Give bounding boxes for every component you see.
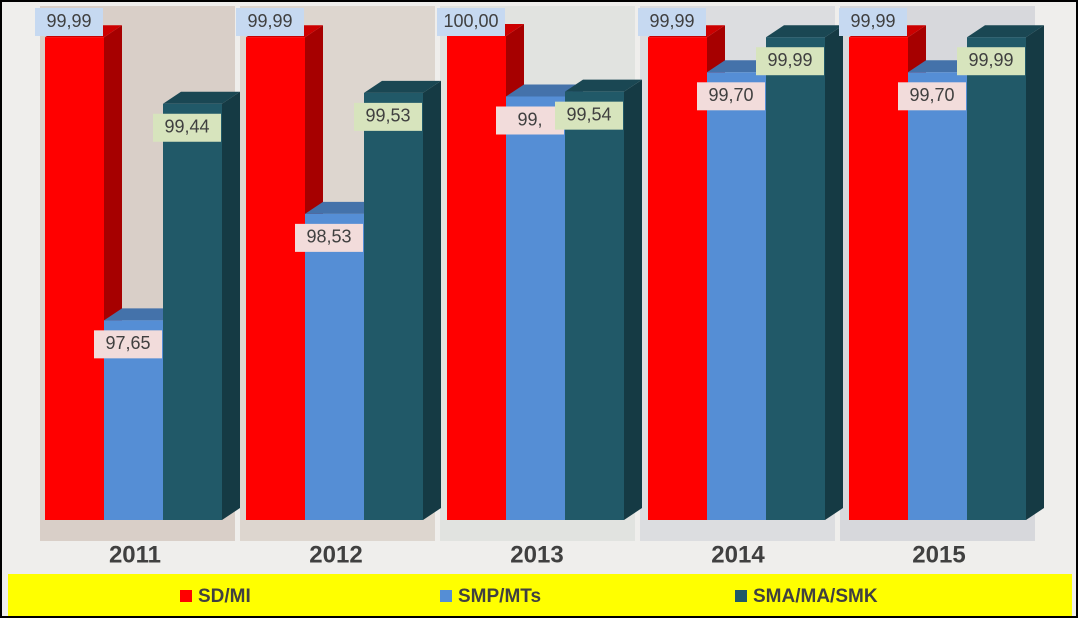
value-label-box: [756, 47, 824, 76]
x-tick-label: 2012: [309, 541, 362, 568]
x-tick-label: 2014: [711, 541, 765, 568]
value-label: 99,54: [566, 104, 611, 124]
value-label-box: [94, 330, 162, 359]
value-label: 99,70: [708, 85, 753, 105]
bar-top: [766, 25, 843, 38]
bar-top: [506, 84, 583, 97]
value-label-box: [555, 101, 623, 130]
bar-top: [163, 91, 240, 104]
value-label-box: [957, 47, 1025, 76]
bar: [506, 96, 565, 520]
bar-side: [222, 91, 240, 520]
bar: [45, 37, 104, 521]
value-label-box: [35, 8, 103, 36]
bar-side: [825, 25, 843, 521]
legend-label: SMP/MTs: [458, 586, 541, 607]
value-label: 100,00: [443, 11, 498, 31]
value-label: 99,53: [365, 106, 410, 126]
value-label: 99,99: [247, 11, 292, 31]
value-label-box: [898, 82, 966, 111]
bar-top: [305, 201, 382, 214]
bar-side: [423, 80, 441, 521]
value-label: 99,99: [649, 11, 694, 31]
bar: [908, 72, 967, 521]
bar: [565, 91, 624, 520]
value-label-box: [638, 8, 706, 36]
bar-side: [624, 79, 642, 520]
bar: [849, 37, 908, 521]
legend-label: SD/MI: [198, 586, 251, 607]
value-label: 98,53: [306, 227, 351, 247]
legend-swatch: [180, 590, 192, 602]
value-label-box: [697, 82, 765, 111]
value-label-box: [437, 8, 505, 36]
value-label-box: [295, 223, 363, 252]
value-label-box: [236, 8, 304, 36]
value-label: 99,: [517, 109, 542, 129]
bar-top: [967, 25, 1044, 38]
x-tick-label: 2013: [510, 541, 563, 568]
value-label: 99,44: [164, 117, 209, 137]
value-label: 99,70: [909, 85, 954, 105]
bar: [163, 103, 222, 520]
bar: [766, 37, 825, 521]
x-tick-label: 2011: [109, 541, 161, 568]
bar: [707, 72, 766, 521]
value-label: 99,99: [767, 50, 812, 70]
bar: [305, 213, 364, 520]
legend-swatch: [440, 590, 452, 602]
bar-side: [1026, 25, 1044, 521]
value-label: 99,99: [968, 50, 1013, 70]
value-label: 99,99: [850, 11, 895, 31]
legend-swatch: [735, 590, 747, 602]
bar: [967, 37, 1026, 521]
value-label-box: [496, 106, 564, 135]
x-tick-label: 2015: [912, 541, 965, 568]
bar: [364, 92, 423, 521]
value-label: 97,65: [105, 333, 150, 353]
bar-top: [364, 80, 441, 93]
value-label: 99,99: [46, 11, 91, 31]
bar-top: [565, 79, 642, 92]
value-label-box: [153, 113, 221, 142]
bar: [648, 37, 707, 521]
legend-label: SMA/MA/SMK: [753, 586, 878, 607]
bar: [246, 37, 305, 521]
value-label-box: [839, 8, 907, 36]
bar-top: [104, 308, 181, 321]
value-label-box: [354, 102, 422, 131]
